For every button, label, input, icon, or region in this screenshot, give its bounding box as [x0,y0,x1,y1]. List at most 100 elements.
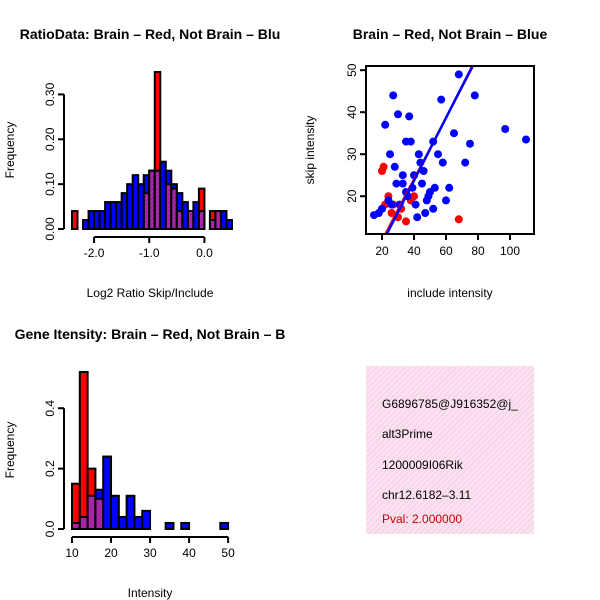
brain-bar [71,210,79,231]
not-brain-point [392,179,401,188]
y-tick-label: 0.0 [43,520,57,537]
gene-info-gene-name: 1200009I06Rik [382,458,464,472]
x-tick-label: 20 [104,546,118,560]
not-brain-point [402,137,410,146]
y-tick-label: 20 [345,189,359,203]
x-tick-label: 20 [375,244,389,258]
y-tick-label: 50 [345,63,359,77]
not-brain-point [438,158,447,167]
overlap-bar [86,494,97,530]
not-brain-point [461,158,470,167]
gene-info-panel: G6896785@J916352@j_ alt3Prime 1200009I06… [366,366,534,534]
not-brain-point [381,120,390,129]
not-brain-point [445,183,454,192]
not-brain-point [442,196,450,205]
not-brain-point [398,171,407,180]
gene-intensity-histogram-panel: Gene Itensity: Brain – Red, Not Brain – … [3,326,285,600]
x-tick-label: 0.0 [196,246,213,260]
intensity-scatter-title: Brain – Red, Not Brain – Blue [353,26,548,42]
gene-info-event-type: alt3Prime [382,427,433,441]
ratio-histogram-panel: RatioData: Brain – Red, Not Brain – Blu … [3,26,280,300]
not-brain-bar [137,183,145,230]
not-brain-point [389,91,398,100]
gene-info-pval: Pval: 2.000000 [382,512,462,526]
not-brain-bar [125,494,136,530]
ratio-histogram-ylabel: Frequency [3,122,17,179]
intensity-scatter-ylabel: skip intensity [303,116,317,185]
not-brain-point [378,204,386,213]
not-brain-point [429,204,438,213]
not-brain-point [411,200,420,209]
not-brain-fit-line [385,66,474,234]
x-tick-label: 60 [439,244,453,258]
gene-intensity-xlabel: Intensity [128,586,173,600]
not-brain-bar [164,521,175,531]
scatter-points [370,66,530,234]
x-tick-label: 100 [500,244,520,258]
not-brain-point [390,162,399,171]
not-brain-bar [102,455,113,530]
not-brain-point [418,179,426,188]
not-brain-point [413,213,422,222]
gene-info-background [366,366,534,534]
y-tick-label: 0.4 [43,400,57,417]
not-brain-point [386,150,394,159]
not-brain-bar [117,515,128,531]
x-tick-label: -1.0 [139,246,160,260]
y-tick-label: 0.10 [43,172,57,196]
y-tick-label: 0.20 [43,127,57,151]
not-brain-bar [159,160,167,230]
not-brain-bar [110,494,120,530]
brain-point [387,209,396,217]
x-tick-label: 40 [407,244,421,258]
not-brain-bar [219,521,230,531]
not-brain-point [450,129,458,138]
not-brain-point [421,209,430,217]
x-tick-label: 10 [65,546,79,560]
x-tick-label: 80 [471,244,485,258]
ratio-histogram-title: RatioData: Brain – Red, Not Brain – Blu [20,26,281,42]
x-tick-label: 30 [143,546,157,560]
not-brain-point [387,200,396,209]
y-tick-label: 30 [345,147,359,161]
not-brain-point [398,179,407,188]
not-brain-point [414,150,423,159]
x-tick-label: 40 [182,546,196,560]
gene-intensity-title: Gene Itensity: Brain – Red, Not Brain – … [15,326,286,342]
y-tick-label: 0.00 [43,217,57,241]
not-brain-point [430,183,439,192]
intensity-scatter-plot: 20 40 60 80 100 20 30 40 50 [345,63,535,258]
gene-info-location: chr12.6182–3.11 [382,488,472,502]
x-tick-label: -2.0 [84,246,105,260]
not-brain-point [394,110,402,119]
brain-point [402,217,410,226]
not-brain-bar [141,509,152,530]
not-brain-bar [180,521,191,531]
intensity-scatter-panel: Brain – Red, Not Brain – Blue 20 40 60 80 10… [303,26,547,300]
ratio-histogram-axes: 0.00 0.10 0.20 0.30 -2.0 -1.0 0.0 [43,82,213,260]
intensity-scatter-xlabel: include intensity [407,286,492,300]
overlap-bar [78,515,89,531]
not-brain-point [434,150,442,159]
ratio-histogram-xlabel: Log2 Ratio Skip/Include [87,286,214,300]
overlap-bar [71,521,81,531]
gene-intensity-ylabel: Frequency [3,422,17,479]
brain-point [454,215,463,224]
y-tick-label: 0.2 [43,460,57,477]
y-tick-label: 0.30 [43,82,57,106]
scatter-frame [365,65,535,235]
not-brain-bar [192,201,200,230]
x-tick-label: 50 [221,546,235,560]
ratio-histogram-bars [71,71,233,231]
y-tick-label: 40 [345,105,359,119]
overlap-bar [94,497,105,530]
gene-intensity-axes: 0.0 0.2 0.4 10 20 30 40 50 [43,400,235,560]
not-brain-point [470,91,479,100]
not-brain-point [419,167,428,175]
not-brain-point [501,125,510,133]
not-brain-point [522,135,530,144]
not-brain-bar [181,201,189,230]
not-brain-bar [133,515,144,531]
not-brain-point [454,70,463,79]
